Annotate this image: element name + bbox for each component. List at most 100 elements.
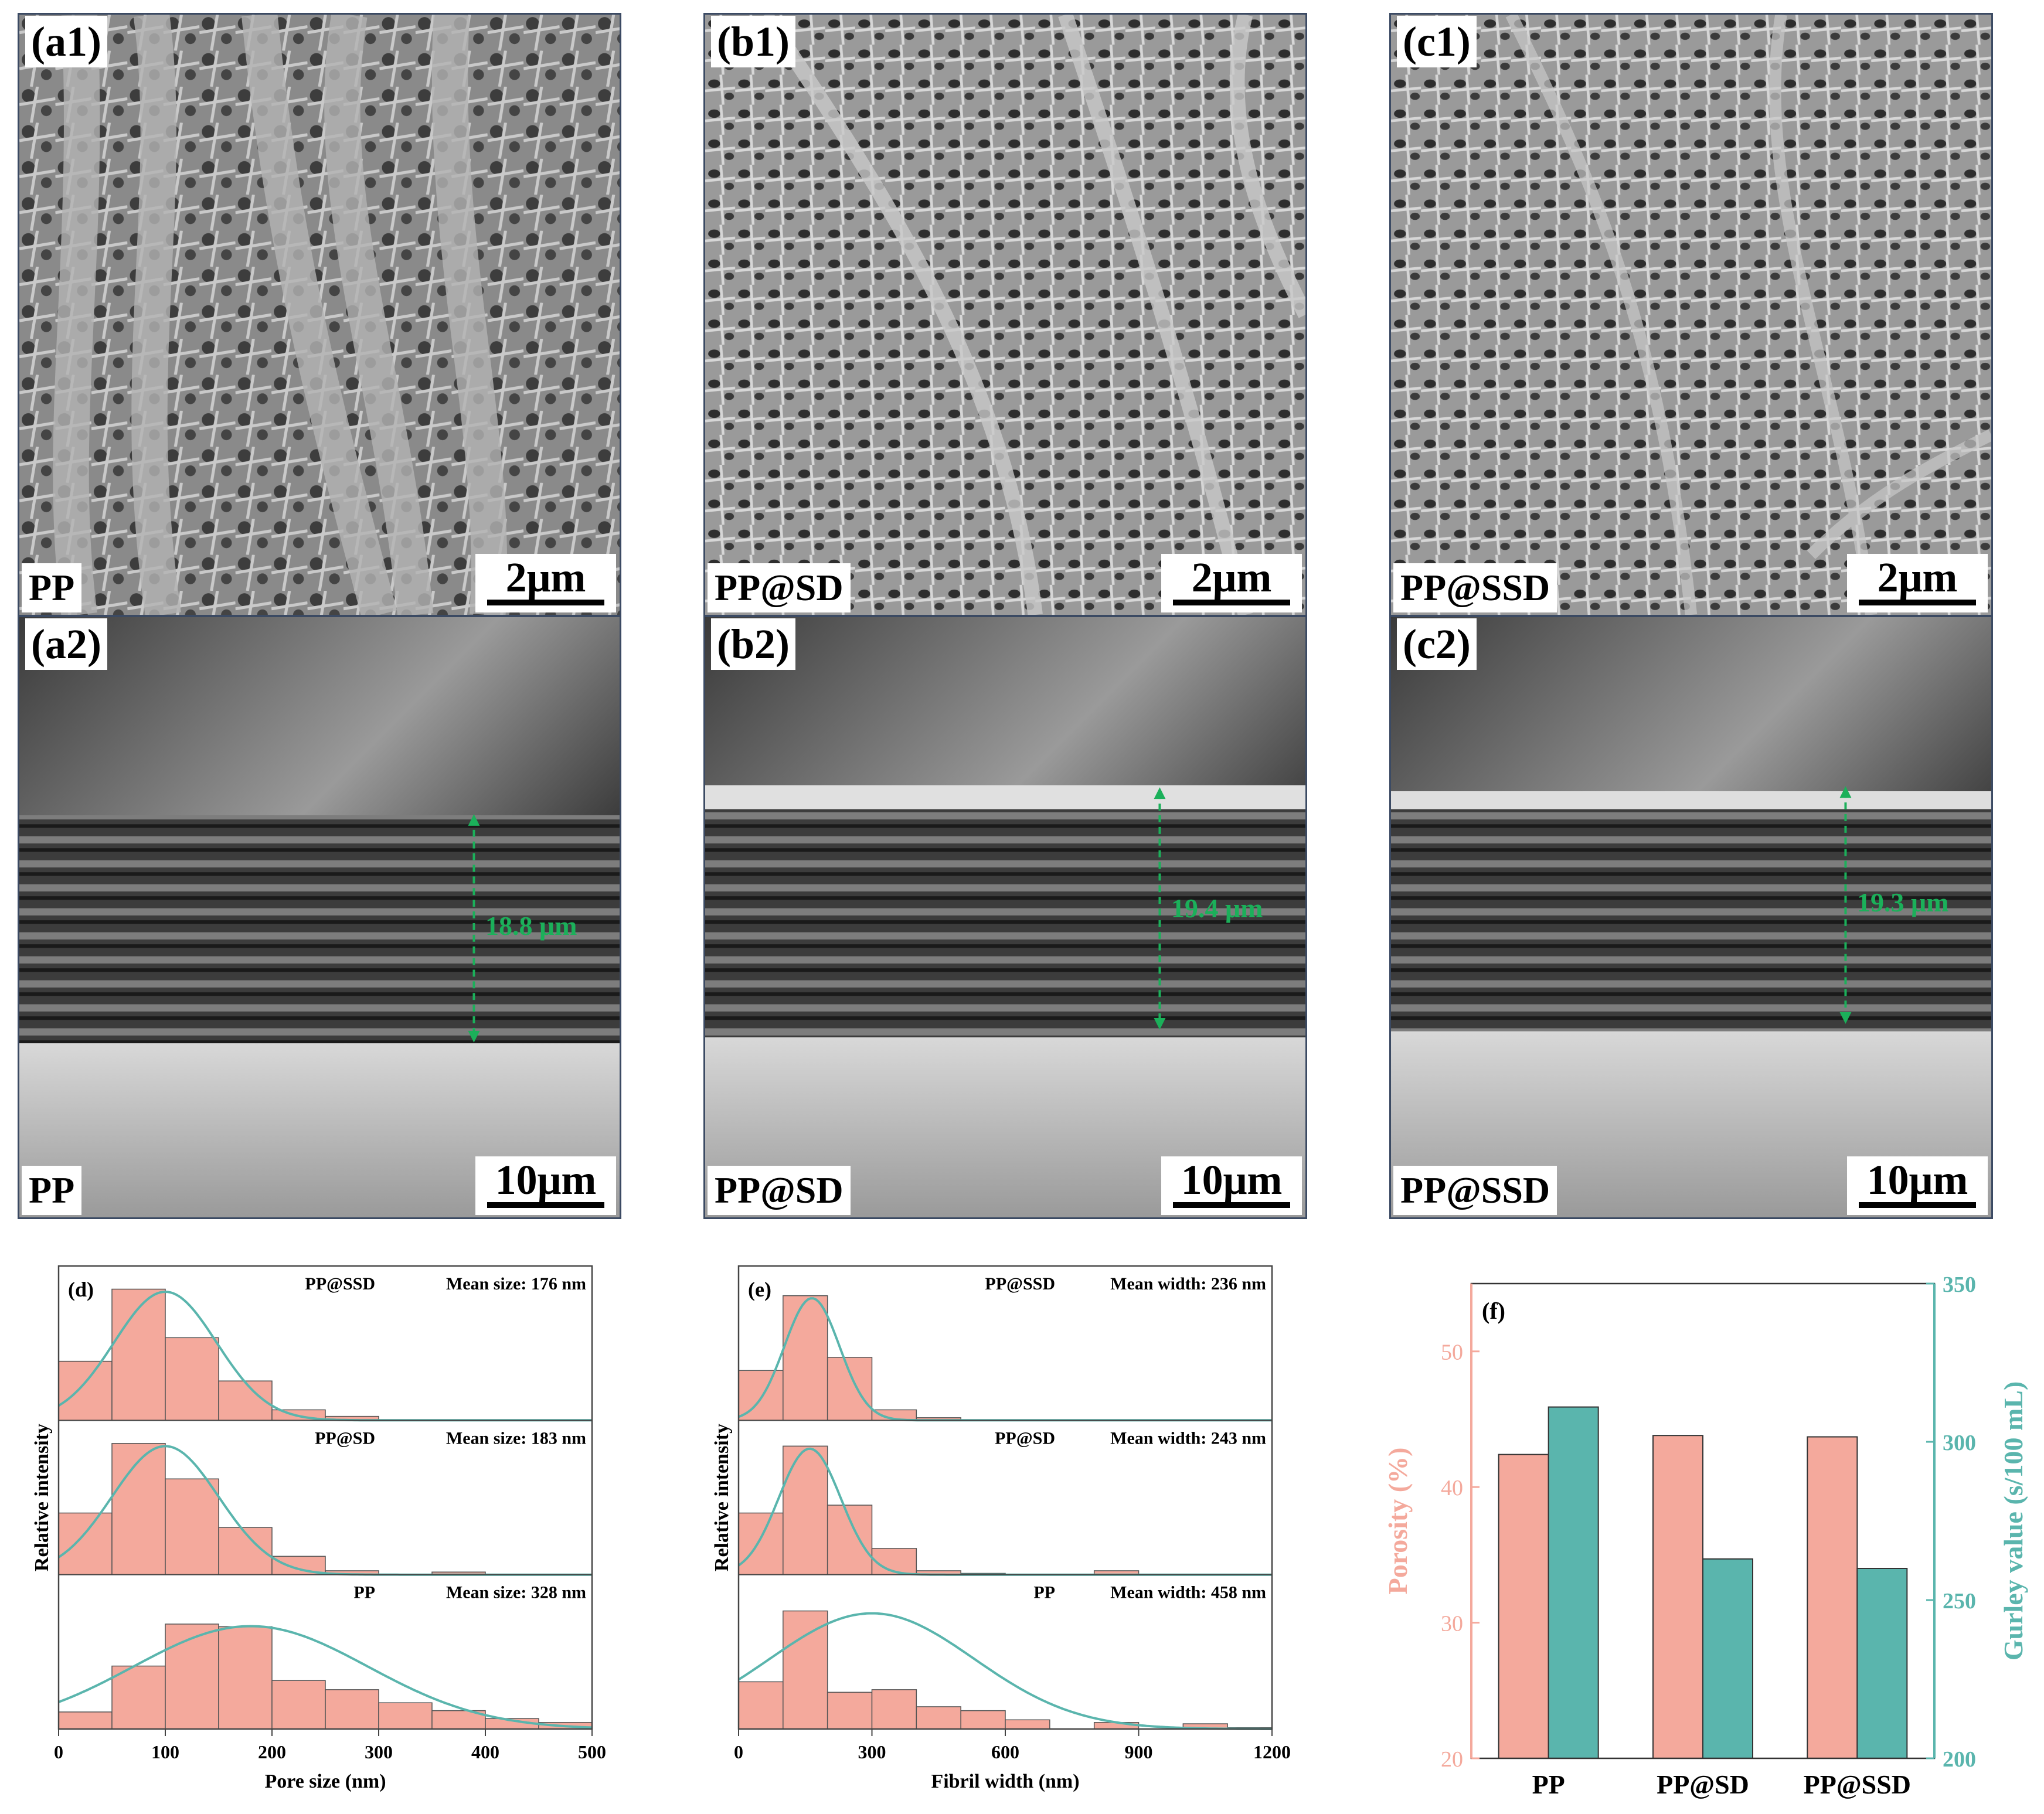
panel-label: (e) bbox=[748, 1278, 771, 1301]
cross-section-image-c2 bbox=[1391, 617, 1991, 1217]
series-name: PP@SSD bbox=[985, 1274, 1055, 1294]
x-tick-label: 300 bbox=[858, 1741, 886, 1762]
histogram-bar bbox=[165, 1624, 219, 1730]
y-axis-title: Relative intensity bbox=[31, 1424, 53, 1571]
chart-f-porosity-gurley: PP PP@SD PP@SSD 20 30 40 50 200 250 300 350 Porosit… bbox=[1331, 1243, 2044, 1811]
x-tick-label: 0 bbox=[734, 1741, 743, 1762]
scale-bar-label: 10μm bbox=[495, 1156, 597, 1203]
x-axis-title: Fibril width (nm) bbox=[931, 1771, 1079, 1792]
scale-bar: 2μm bbox=[1161, 554, 1302, 612]
x-tick-label: 0 bbox=[54, 1741, 63, 1762]
gurley-bar bbox=[1856, 1568, 1908, 1759]
x-tick-label: 400 bbox=[471, 1741, 499, 1762]
panel-label: (d) bbox=[68, 1278, 94, 1301]
gurley-bar bbox=[1702, 1558, 1753, 1759]
scale-bar-label: 2μm bbox=[1877, 554, 1958, 601]
sample-label: PP@SSD bbox=[1393, 563, 1557, 612]
histogram-bar bbox=[325, 1689, 379, 1730]
x-tick-label: PP bbox=[1532, 1769, 1565, 1799]
y-axis-title: Relative intensity bbox=[711, 1424, 733, 1571]
thickness-label: 19.3 μm bbox=[1857, 887, 1949, 917]
mean-annotation: Mean size: 328 nm bbox=[446, 1583, 586, 1602]
series-name: PP bbox=[353, 1583, 375, 1602]
right-axis-title: Gurley value (s/100 mL) bbox=[1998, 1381, 2028, 1661]
panel-label: (b2) bbox=[711, 618, 795, 670]
series-name: PP@SD bbox=[315, 1428, 375, 1448]
histogram-bar bbox=[111, 1443, 166, 1575]
histogram-bar bbox=[378, 1702, 433, 1730]
x-tick-label: 500 bbox=[578, 1741, 606, 1762]
x-tick-label: 600 bbox=[991, 1741, 1019, 1762]
sample-label: PP@SSD bbox=[1393, 1166, 1557, 1215]
fit-curve bbox=[737, 1612, 1272, 1730]
thickness-label: 18.8 μm bbox=[485, 911, 577, 941]
porosity-bar bbox=[1652, 1435, 1703, 1759]
histogram-bar bbox=[738, 1681, 784, 1730]
panel-label: (b1) bbox=[711, 16, 795, 67]
sem-panel-a2: 18.8 μm (a2) PP 10μm bbox=[18, 615, 621, 1219]
histogram-bar bbox=[218, 1626, 273, 1730]
x-axis-title: Pore size (nm) bbox=[264, 1771, 386, 1792]
histogram-bar bbox=[916, 1706, 961, 1730]
scale-bar-label: 10μm bbox=[1866, 1156, 1968, 1203]
histogram-bar bbox=[827, 1505, 873, 1575]
left-tick-label: 40 bbox=[1441, 1476, 1463, 1500]
plot-frame bbox=[57, 1265, 593, 1730]
series-name: PP@SSD bbox=[305, 1274, 375, 1294]
thickness-arrow bbox=[1839, 786, 1852, 1024]
gurley-bar bbox=[1548, 1406, 1599, 1759]
histogram-bar bbox=[827, 1357, 873, 1421]
mean-annotation: Mean size: 183 nm bbox=[446, 1428, 586, 1448]
scale-bar: 10μm bbox=[1847, 1156, 1988, 1215]
porosity-bar bbox=[1498, 1454, 1549, 1759]
histogram-bar bbox=[58, 1711, 113, 1730]
sample-label: PP bbox=[22, 563, 82, 612]
x-tick-label: 200 bbox=[258, 1741, 286, 1762]
sem-image-b1 bbox=[705, 15, 1305, 615]
left-axis-title: Porosity (%) bbox=[1383, 1448, 1413, 1595]
panel-label: (a2) bbox=[25, 618, 107, 670]
panel-label: (a1) bbox=[25, 16, 107, 67]
histogram-bar bbox=[165, 1478, 219, 1575]
histogram-bar bbox=[1005, 1719, 1050, 1730]
histogram-bar bbox=[871, 1689, 917, 1730]
panel-label: (f) bbox=[1482, 1298, 1505, 1324]
x-tick-label: PP@SD bbox=[1657, 1769, 1749, 1799]
histogram-bar bbox=[827, 1692, 873, 1730]
chart-f-svg: PP PP@SD PP@SSD 20 30 40 50 200 250 300 350 Porosit… bbox=[1383, 1272, 2028, 1799]
chart-d-svg: PP@SSD Mean size: 176 nm PP@SD Mean size: 1… bbox=[31, 1265, 606, 1792]
chart-d-pore-size: PP@SSD Mean size: 176 nm PP@SD Mean size: 1… bbox=[0, 1243, 621, 1811]
sample-label: PP@SD bbox=[708, 1166, 851, 1215]
series-name: PP bbox=[1033, 1583, 1055, 1602]
panel-label: (c1) bbox=[1397, 16, 1477, 67]
mean-annotation: Mean width: 236 nm bbox=[1110, 1274, 1266, 1294]
porosity-bar bbox=[1807, 1436, 1858, 1759]
scale-bar-label: 2μm bbox=[1191, 554, 1272, 601]
chart-e-svg: PP@SSD Mean width: 236 nm PP@SD Mean width:… bbox=[711, 1265, 1291, 1792]
scale-bar: 10μm bbox=[1161, 1156, 1302, 1215]
scale-bar: 2μm bbox=[1847, 554, 1988, 612]
cross-section-image-a2 bbox=[19, 617, 620, 1217]
right-tick-label: 200 bbox=[1943, 1747, 1976, 1772]
histogram-bar bbox=[960, 1710, 1006, 1730]
x-tick-label: 300 bbox=[365, 1741, 393, 1762]
sem-image-c1 bbox=[1391, 15, 1991, 615]
thickness-arrow bbox=[468, 814, 480, 1043]
histogram-bar bbox=[58, 1360, 113, 1421]
scale-bar: 10μm bbox=[475, 1156, 616, 1215]
histogram-bar bbox=[271, 1680, 326, 1730]
histogram-bar bbox=[783, 1295, 828, 1421]
left-tick-label: 30 bbox=[1441, 1612, 1463, 1636]
x-tick-label: 1200 bbox=[1253, 1741, 1291, 1762]
histogram-bar bbox=[165, 1337, 219, 1421]
scale-bar: 2μm bbox=[475, 554, 616, 612]
histogram-bar bbox=[783, 1445, 828, 1575]
histogram-bar bbox=[58, 1512, 113, 1575]
sem-panel-c1: (c1) PP@SSD 2μm bbox=[1389, 13, 1993, 617]
histogram-bar bbox=[738, 1512, 784, 1575]
sem-panel-a1: (a1) PP 2μm bbox=[18, 13, 621, 617]
sample-label: PP bbox=[22, 1166, 82, 1215]
mean-annotation: Mean width: 243 nm bbox=[1110, 1428, 1266, 1448]
x-tick-label: 100 bbox=[151, 1741, 179, 1762]
thickness-arrow bbox=[1154, 787, 1166, 1030]
